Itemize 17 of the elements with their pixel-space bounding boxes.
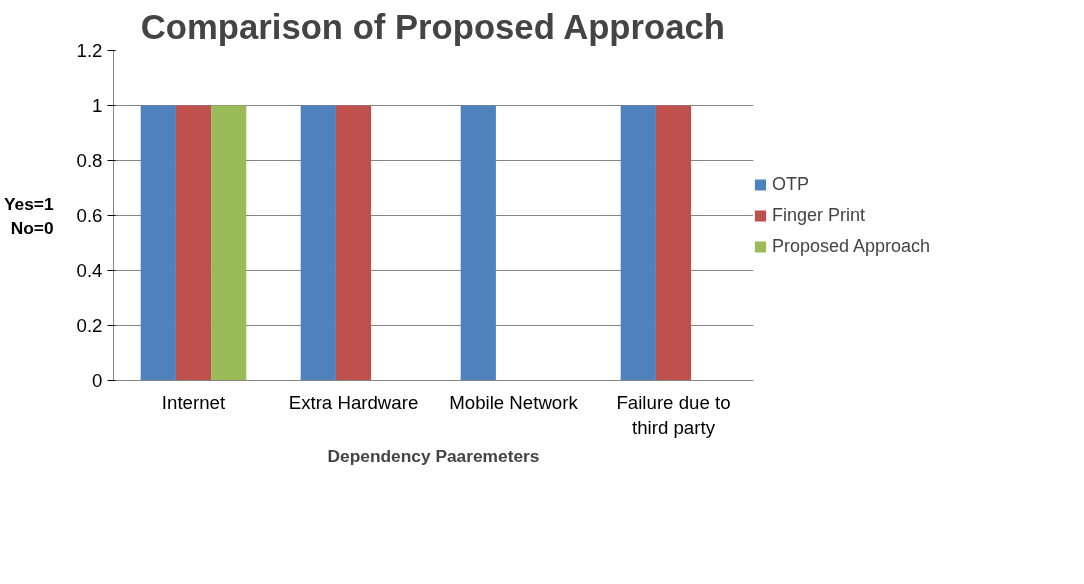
x-axis-title: Dependency Paaremeters [327, 445, 540, 466]
legend-label: Finger Print [772, 204, 866, 226]
chart-title: Comparison of Proposed Approach [140, 7, 725, 46]
y-tick-label: 0.2 [76, 315, 103, 336]
legend-label: OTP [772, 173, 810, 195]
x-tick-label: Mobile Network [449, 391, 579, 413]
x-tick-label: Internet [161, 391, 226, 413]
y-tick-label: 0 [92, 370, 103, 391]
y-tick-label: 0.4 [76, 260, 103, 281]
y-tick-label: 1.2 [76, 40, 103, 61]
y-tick-label: 0.8 [76, 150, 103, 171]
y-tick-label: 1 [92, 95, 103, 116]
x-tick-label: Failure due to third party [616, 391, 731, 438]
x-tick-label: Extra Hardware [288, 391, 419, 413]
legend-label: Proposed Approach [772, 235, 931, 257]
y-tick-label: 0.6 [76, 205, 103, 226]
y-axis-title: Yes=1 No=0 [3, 193, 54, 238]
